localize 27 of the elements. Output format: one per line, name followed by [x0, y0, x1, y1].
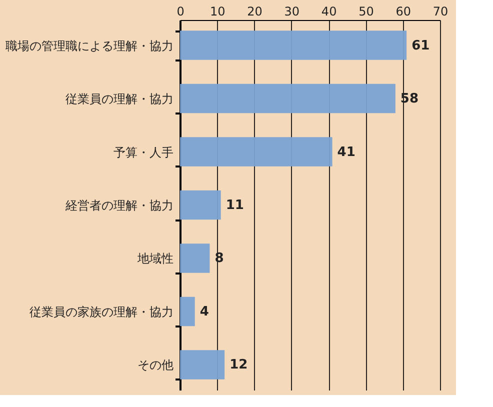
bar — [180, 296, 195, 326]
y-tick-label: 予算・人手 — [114, 145, 174, 160]
y-tick-label: 従業員の理解・協力 — [66, 92, 174, 106]
x-tick-label: 50 — [358, 4, 374, 18]
x-tick-label: 0 — [176, 4, 184, 18]
bar — [180, 30, 407, 60]
x-tick-label: 70 — [432, 4, 448, 18]
data-label: 4 — [200, 304, 209, 320]
bar — [180, 350, 225, 380]
bar — [180, 84, 396, 114]
bar — [180, 190, 221, 220]
y-tick-label: その他 — [138, 358, 174, 372]
bar — [180, 244, 210, 273]
y-tick-label: 職場の管理職による理解・協力 — [6, 38, 174, 53]
x-tick-label: 60 — [396, 4, 411, 18]
y-tick-label: 経営者の理解・協力 — [64, 198, 174, 212]
y-tick-label: 地域性 — [136, 252, 174, 266]
y-tick-label: 従業員の家族の理解・協力 — [30, 304, 174, 319]
data-label: 61 — [412, 38, 430, 54]
x-tick-label: 40 — [321, 4, 337, 18]
x-tick-label: 30 — [284, 4, 300, 18]
data-label: 12 — [230, 358, 248, 373]
bar — [180, 137, 332, 166]
data-label: 41 — [337, 144, 356, 160]
x-tick-label: 10 — [210, 4, 226, 18]
data-label: 11 — [226, 198, 244, 213]
x-tick-label: 20 — [247, 4, 262, 18]
